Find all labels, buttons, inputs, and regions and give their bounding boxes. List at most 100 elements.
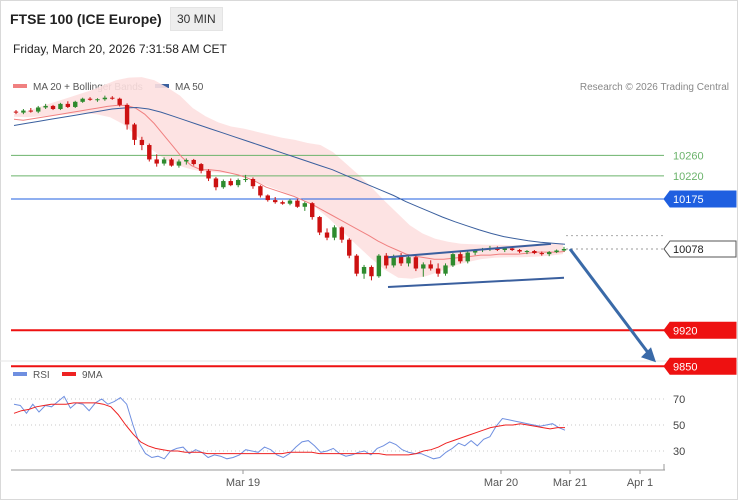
candle [110, 96, 115, 100]
candle-body [36, 107, 41, 112]
candle [406, 255, 411, 267]
candle-body [354, 255, 359, 274]
candle [524, 249, 530, 255]
candle-body [561, 248, 567, 251]
candle-body [458, 254, 463, 262]
candle [221, 179, 226, 189]
candle-body [65, 103, 71, 107]
candle [258, 185, 263, 198]
candle [546, 251, 552, 257]
candle [384, 253, 389, 269]
candle-body [391, 256, 396, 266]
candle-body [87, 98, 93, 100]
candle-body [95, 99, 100, 101]
candle [324, 228, 330, 241]
candle-body [139, 139, 145, 146]
candle [250, 177, 256, 189]
bollinger-band-fill [14, 77, 563, 279]
level-label-10175: 10175 [673, 194, 704, 206]
ma20-line [13, 104, 566, 260]
ma20-legend-label: MA 20 + Bollinger Bands [33, 82, 143, 93]
instrument-title: FTSE 100 (ICE Europe) [10, 11, 162, 27]
candle [435, 263, 441, 277]
candle-body [295, 200, 300, 207]
candle-body [184, 159, 189, 162]
candle [428, 260, 433, 271]
candle [206, 169, 211, 182]
candle-body [169, 159, 174, 166]
candle [272, 196, 278, 204]
candle [413, 254, 419, 272]
candle [554, 249, 559, 254]
candle-body [191, 159, 196, 165]
channel-upper-line [387, 242, 552, 259]
candle-body [310, 203, 315, 218]
candle-body [102, 97, 108, 100]
candle-body [339, 227, 345, 240]
candle [302, 201, 308, 211]
candle-body [406, 257, 411, 264]
candle-body [384, 255, 389, 266]
candle [95, 98, 100, 102]
candle [132, 122, 137, 146]
candle [369, 265, 374, 281]
candle-body [398, 256, 404, 264]
candle [295, 199, 300, 208]
x-tick-label-mar-20: Mar 20 [484, 477, 518, 489]
candle-body [221, 181, 226, 188]
candle-body [28, 110, 34, 112]
candle-body [465, 252, 470, 262]
candle-body [369, 266, 374, 277]
candle-body [80, 98, 85, 102]
channel-lower-line [387, 276, 565, 289]
projection-arrow-head [641, 347, 656, 363]
candle-body [43, 105, 48, 108]
candle [280, 200, 285, 205]
candle [139, 136, 145, 151]
candle-body [413, 257, 419, 269]
ma50-line [13, 106, 566, 245]
candle [124, 103, 130, 130]
candle-body [258, 186, 263, 196]
candle [36, 105, 41, 114]
candle [228, 178, 233, 187]
candle-body [176, 161, 182, 166]
candle-body [376, 255, 382, 277]
candle-body [117, 98, 122, 105]
candle-body [58, 103, 63, 110]
candle [361, 264, 367, 279]
candle-body [428, 264, 433, 269]
candle [310, 202, 315, 220]
rsi-ma-legend-label: 9MA [82, 370, 103, 381]
projection-arrow-shaft [568, 248, 652, 357]
candle [191, 158, 196, 166]
candle [465, 250, 470, 264]
candle [287, 199, 293, 206]
candle [50, 104, 56, 111]
candle [339, 226, 345, 243]
level-label-10078: 10078 [673, 244, 704, 256]
candle-body [554, 250, 559, 253]
level-tag-box [663, 321, 737, 339]
candle-body [302, 203, 308, 207]
candle-body [332, 227, 337, 238]
rsi-legend-swatch [13, 372, 27, 376]
candle-body [539, 253, 544, 255]
candle [13, 110, 19, 115]
level-tag-box [663, 357, 737, 375]
candle-body [110, 97, 115, 99]
candle [176, 159, 182, 168]
candle [73, 100, 78, 108]
candle-body [272, 200, 278, 203]
level-label-9920: 9920 [673, 325, 697, 337]
candle-body [73, 101, 78, 107]
level-tag-9850: 9850 [663, 357, 737, 375]
x-tick-label-mar-19: Mar 19 [226, 477, 260, 489]
candle-body [13, 111, 19, 113]
header: FTSE 100 (ICE Europe) 30 MIN [0, 0, 736, 36]
candle [80, 97, 85, 103]
timeframe-badge[interactable]: 30 MIN [170, 7, 223, 31]
candle [154, 154, 159, 167]
rsi-ma-legend-swatch [62, 372, 76, 376]
